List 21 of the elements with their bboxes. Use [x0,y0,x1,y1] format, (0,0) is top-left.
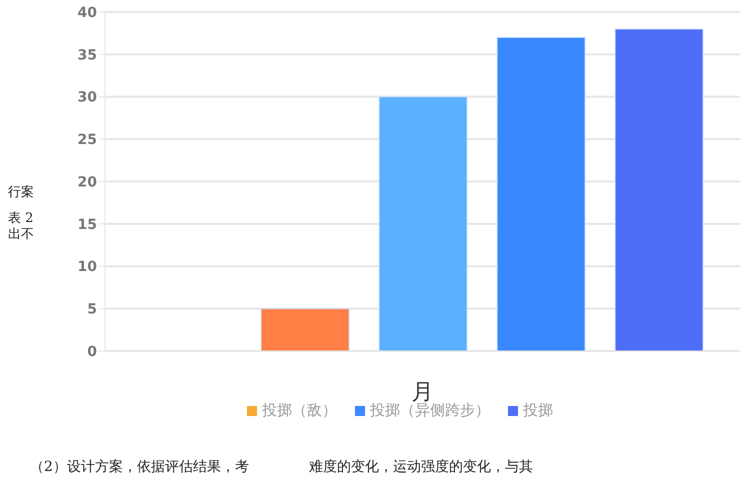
text: 行案 [8,185,35,201]
y-tick-label: 0 [87,344,98,360]
text: 表 2 [8,211,34,227]
bar [378,96,468,351]
text: 出不 [8,227,35,243]
bar [614,28,704,351]
bar [260,308,350,351]
legend-label: 投掷 [522,401,553,420]
y-tick-label: 5 [87,302,97,318]
y-tick-label: 20 [78,174,98,190]
y-tick-label: 25 [78,132,97,148]
y-tick-label: 40 [78,4,98,21]
bar [496,36,586,351]
y-tick-label: 35 [78,47,97,64]
legend-label: 投掷（敌） [261,401,337,420]
y-tick-label: 30 [78,90,98,106]
text: （2）设计方案，依据评估结果，考 [30,458,249,476]
y-tick-label: 15 [78,216,97,233]
legend-label: 投掷（异侧跨步） [369,401,490,420]
text: 难度的变化，运动强度的变化，与其 [308,458,533,476]
y-tick-label: 10 [78,259,98,276]
